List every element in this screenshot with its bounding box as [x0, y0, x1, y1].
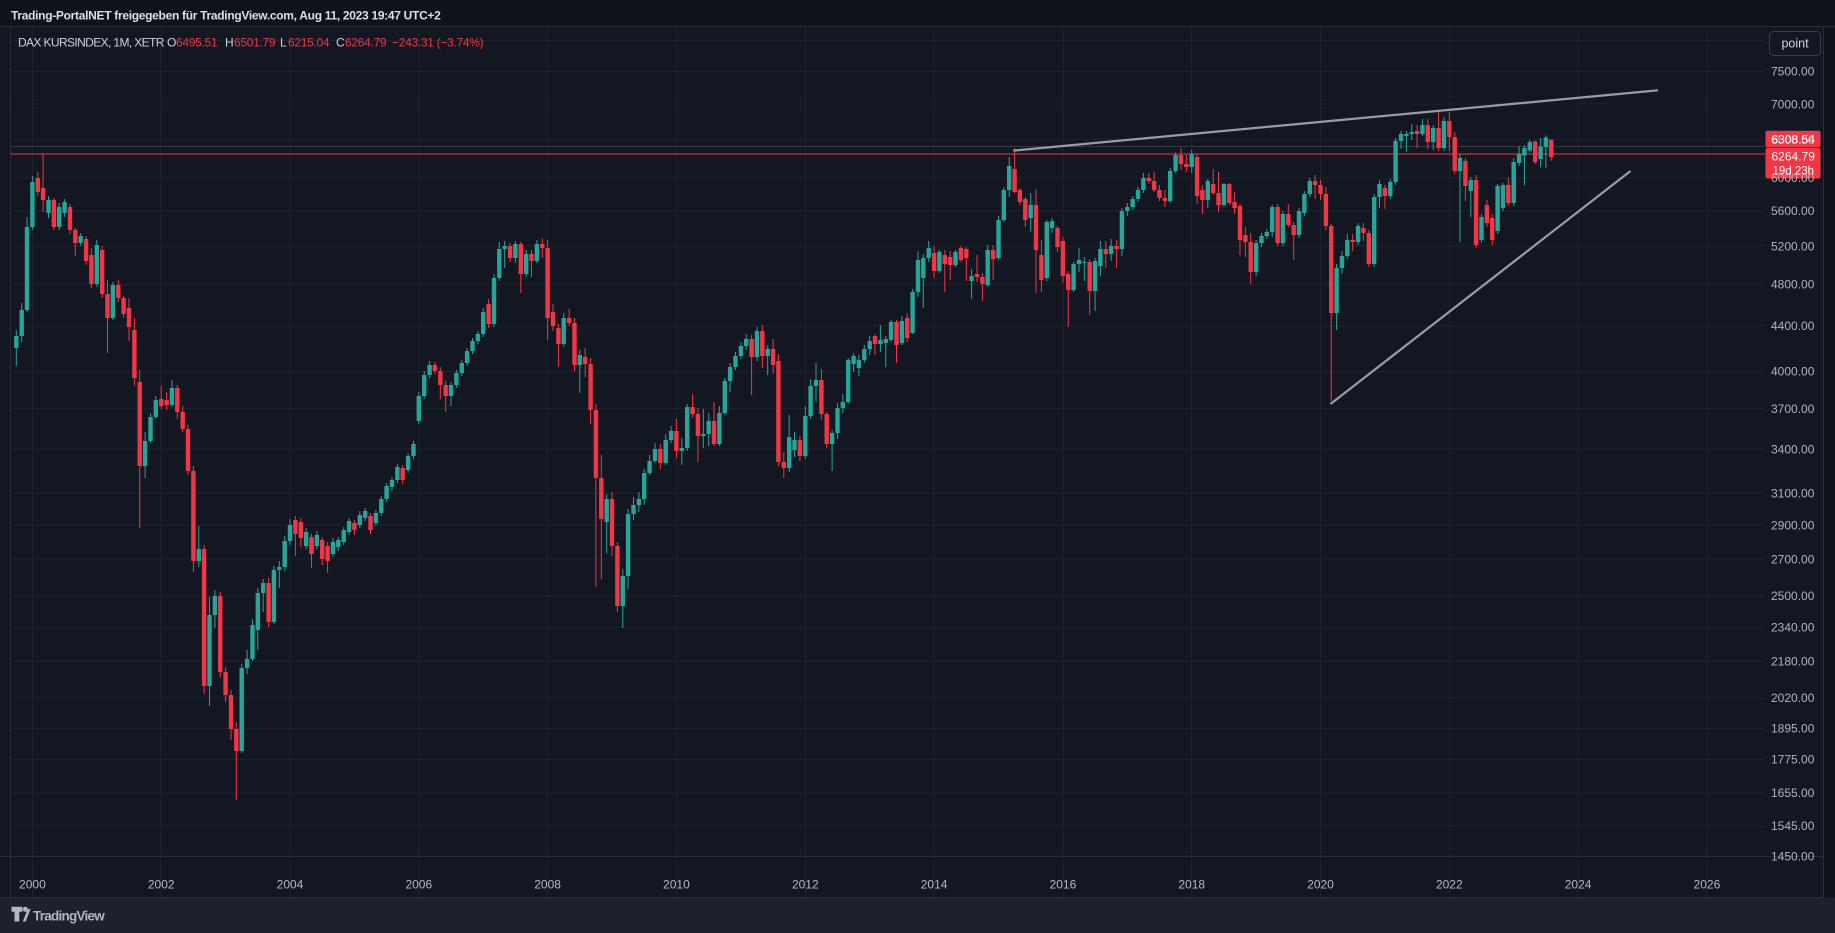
svg-text:2002: 2002 [148, 878, 175, 892]
svg-text:H: H [225, 36, 233, 50]
svg-text:point: point [1781, 37, 1809, 51]
svg-text:2900.00: 2900.00 [1771, 518, 1815, 532]
svg-text:6500.00: 6500.00 [1771, 133, 1815, 147]
svg-text:2012: 2012 [792, 878, 819, 892]
svg-text:1655.00: 1655.00 [1771, 786, 1815, 800]
svg-text:2020: 2020 [1307, 878, 1334, 892]
svg-text:2020.00: 2020.00 [1771, 691, 1815, 705]
svg-text:7500.00: 7500.00 [1771, 65, 1815, 79]
svg-text:6308.54: 6308.54 [1772, 133, 1816, 147]
svg-text:2010: 2010 [663, 878, 690, 892]
svg-text:6264.79: 6264.79 [345, 36, 387, 50]
svg-text:1450.00: 1450.00 [1771, 849, 1815, 863]
svg-text:L: L [280, 36, 287, 50]
svg-text:6495.51: 6495.51 [176, 36, 218, 50]
svg-text:5200.00: 5200.00 [1771, 239, 1815, 253]
svg-text:2026: 2026 [1694, 878, 1721, 892]
svg-text:2340.00: 2340.00 [1771, 621, 1815, 635]
svg-text:2004: 2004 [277, 878, 304, 892]
svg-text:2022: 2022 [1436, 878, 1463, 892]
svg-text:3700.00: 3700.00 [1771, 402, 1815, 416]
svg-text:2014: 2014 [921, 878, 948, 892]
svg-text:4400.00: 4400.00 [1771, 319, 1815, 333]
svg-text:−243.31 (−3.74%): −243.31 (−3.74%) [392, 36, 484, 50]
svg-text:6501.79: 6501.79 [234, 36, 276, 50]
svg-text:3400.00: 3400.00 [1771, 442, 1815, 456]
svg-text:6264.79: 6264.79 [1772, 150, 1816, 164]
svg-text:2000: 2000 [19, 878, 46, 892]
svg-text:DAX KURSINDEX, 1M, XETR: DAX KURSINDEX, 1M, XETR [18, 36, 165, 50]
svg-text:TradingView: TradingView [33, 909, 105, 924]
svg-text:2006: 2006 [405, 878, 432, 892]
svg-text:2180.00: 2180.00 [1771, 655, 1815, 669]
svg-text:19d 23h: 19d 23h [1773, 165, 1815, 177]
svg-text:5600.00: 5600.00 [1771, 204, 1815, 218]
svg-text:6215.04: 6215.04 [288, 36, 330, 50]
svg-text:2008: 2008 [534, 878, 561, 892]
svg-text:Trading-PortalNET freigegeben: Trading-PortalNET freigegeben für Tradin… [11, 9, 441, 23]
svg-text:4800.00: 4800.00 [1771, 278, 1815, 292]
svg-text:2018: 2018 [1178, 878, 1205, 892]
svg-text:O: O [167, 36, 176, 50]
svg-text:7000.00: 7000.00 [1771, 97, 1815, 111]
svg-text:2024: 2024 [1565, 878, 1592, 892]
svg-text:4000.00: 4000.00 [1771, 365, 1815, 379]
svg-text:1545.00: 1545.00 [1771, 819, 1815, 833]
svg-text:2016: 2016 [1050, 878, 1077, 892]
svg-text:2700.00: 2700.00 [1771, 552, 1815, 566]
svg-text:6000.00: 6000.00 [1771, 171, 1815, 185]
svg-text:3100.00: 3100.00 [1771, 486, 1815, 500]
svg-text:1775.00: 1775.00 [1771, 753, 1815, 767]
svg-text:C: C [336, 36, 345, 50]
svg-text:2500.00: 2500.00 [1771, 589, 1815, 603]
svg-text:1895.00: 1895.00 [1771, 722, 1815, 736]
